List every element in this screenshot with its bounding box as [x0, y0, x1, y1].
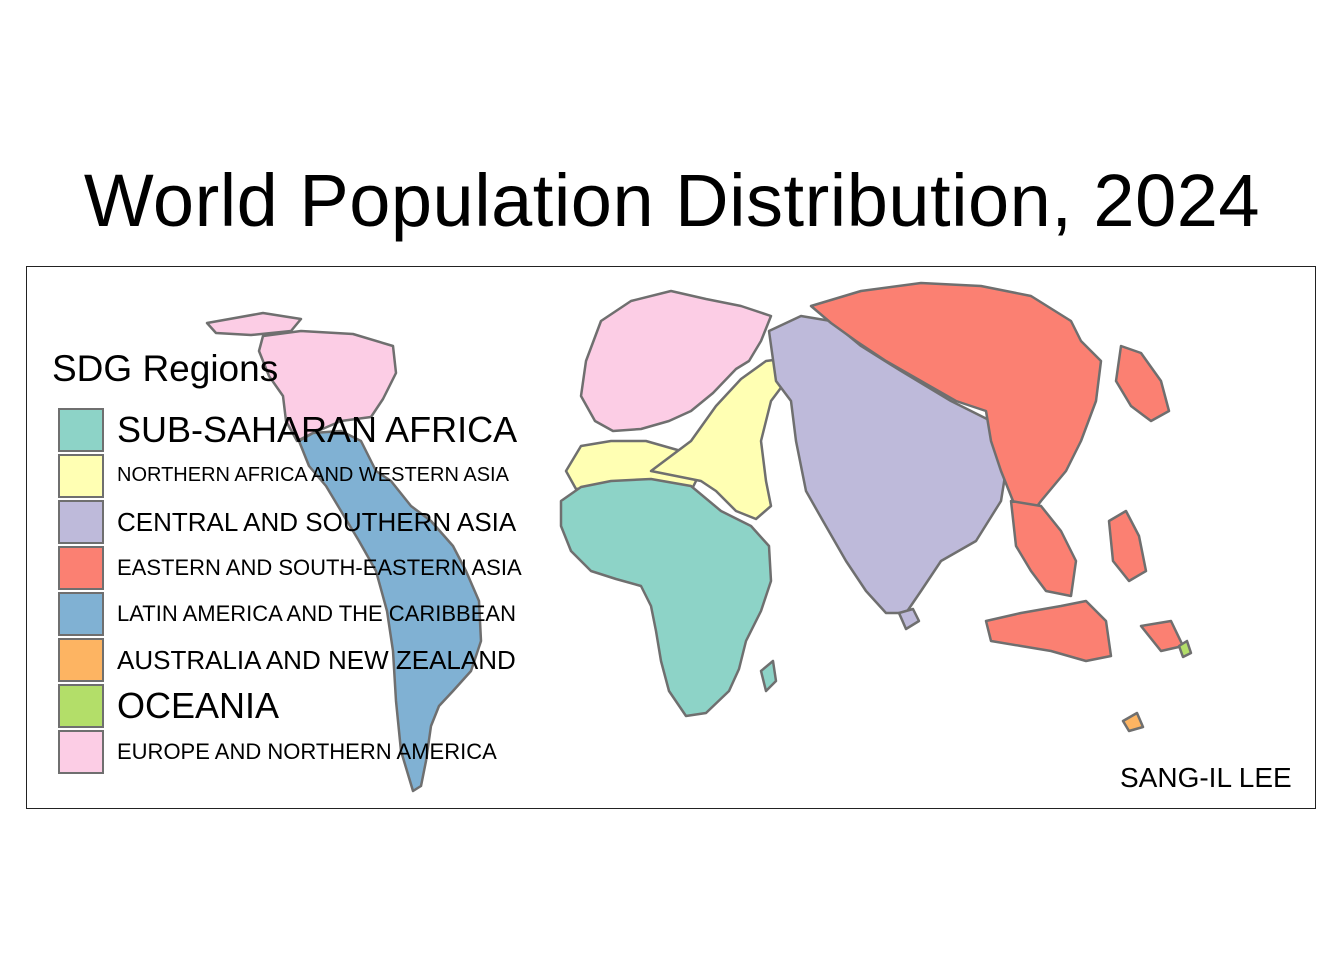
legend-key [58, 454, 104, 498]
region-indonesia [984, 599, 1113, 663]
legend-label: AUSTRALIA AND NEW ZEALAND [117, 644, 516, 675]
region-western-asia [649, 357, 788, 521]
region-southeast-asia [1009, 499, 1078, 598]
legend-label: CENTRAL AND SOUTHERN ASIA [117, 506, 517, 537]
legend-key [58, 546, 104, 590]
region-greenland-arctic [205, 311, 303, 337]
legend-key [58, 684, 104, 728]
region-europe [579, 289, 773, 433]
region-philippines [1107, 509, 1148, 583]
legend-label: NORTHERN AFRICA AND WESTERN ASIA [117, 464, 509, 487]
region-latin-america [297, 429, 483, 793]
region-japan [1114, 344, 1171, 423]
region-north-america [257, 329, 398, 443]
legend-key [58, 592, 104, 636]
region-new-guinea [1139, 619, 1185, 653]
cartogram-map [205, 281, 1193, 793]
legend-key [58, 730, 104, 774]
region-oceania [1177, 639, 1193, 659]
region-sri-lanka [897, 607, 921, 631]
map-panel [26, 266, 1316, 809]
region-madagascar [759, 659, 778, 693]
legend-label: EUROPE AND NORTHERN AMERICA [117, 739, 497, 765]
legend-key [58, 500, 104, 544]
legend-key [58, 638, 104, 682]
author-credit: SANG-IL LEE [1120, 762, 1292, 793]
region-sub-saharan-africa [559, 477, 773, 718]
legend-key [58, 408, 104, 452]
legend-label: LATIN AMERICA AND THE CARIBBEAN [117, 601, 516, 627]
region-new-zealand [1121, 711, 1145, 733]
legend-title: SDG Regions [52, 348, 279, 389]
legend-label: EASTERN AND SOUTH-EASTERN ASIA [117, 555, 522, 581]
region-east-asia [809, 281, 1103, 523]
map-title: World Population Distribution, 2024 [83, 159, 1261, 242]
legend-label: SUB-SAHARAN AFRICA [117, 409, 518, 451]
legend-label: OCEANIA [117, 685, 280, 727]
